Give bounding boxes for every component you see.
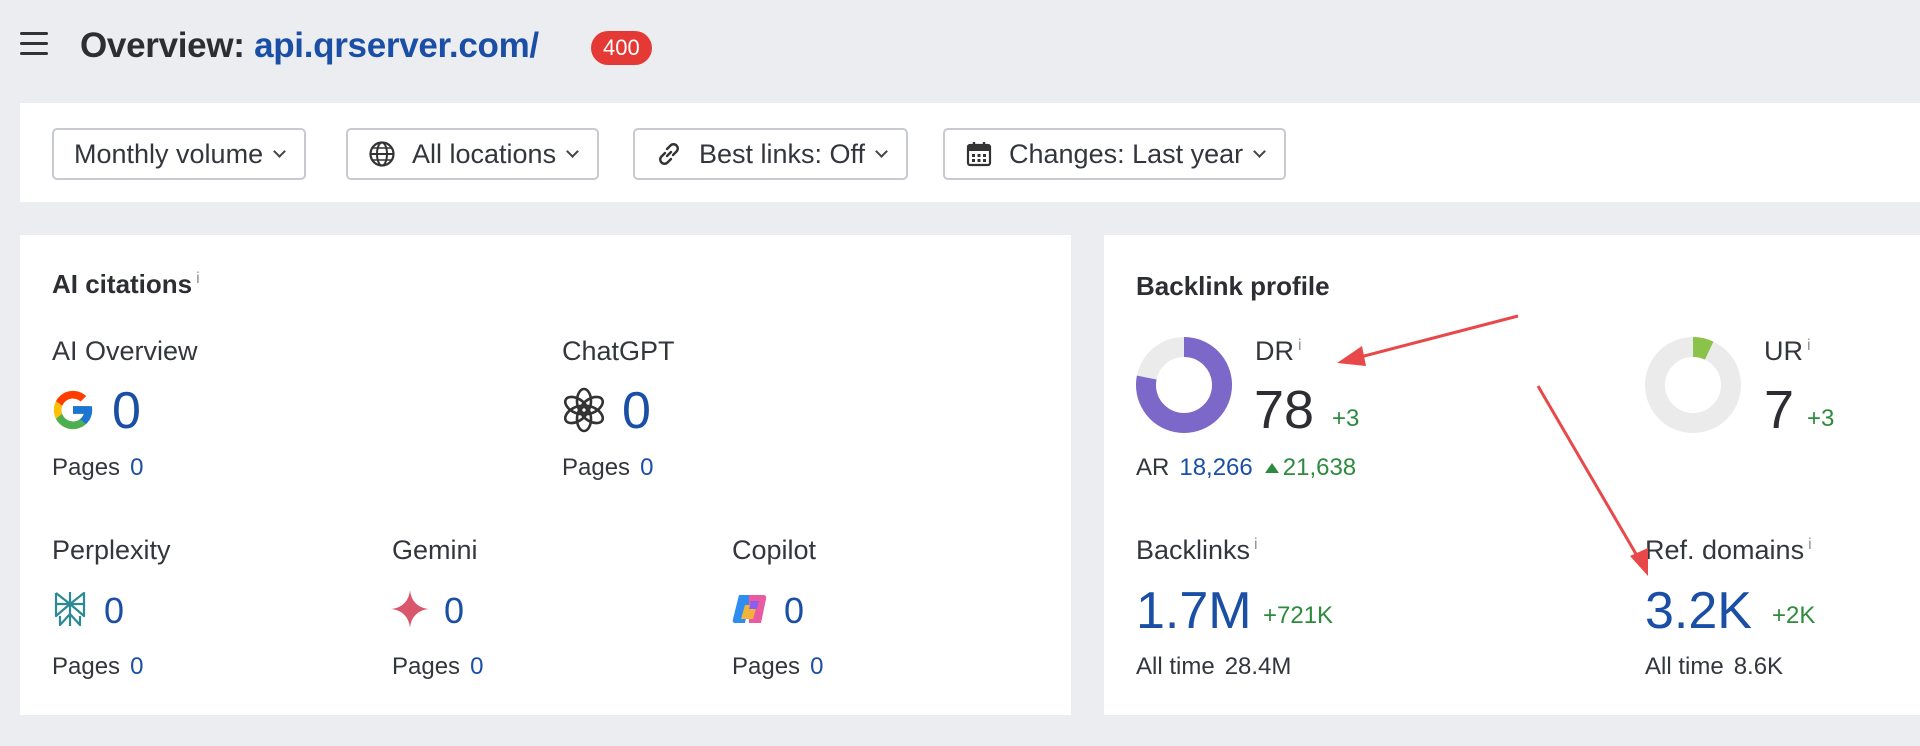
chevron-down-icon (566, 145, 579, 158)
ur-value: 7 (1764, 380, 1795, 440)
pages-label: Pages (562, 454, 631, 481)
copilot-pages: Pages 0 (732, 653, 823, 681)
gemini-pages: Pages 0 (392, 653, 483, 681)
locations-dropdown[interactable]: All locations (346, 128, 600, 180)
google-icon (53, 390, 93, 430)
info-icon[interactable]: i (1254, 536, 1258, 553)
hamburger-menu-icon[interactable] (20, 32, 48, 56)
triangle-up-icon (1264, 463, 1279, 473)
gemini-value[interactable]: 0 (444, 590, 465, 631)
filter-label: Best links: Off (699, 138, 866, 169)
all-time-label: All time (1136, 653, 1215, 680)
ur-delta: +3 (1807, 405, 1835, 432)
copilot-value[interactable]: 0 (784, 590, 805, 631)
ref-domains-all-time: All time 8.6K (1645, 653, 1783, 681)
backlinks-all-time: All time 28.4M (1136, 653, 1291, 681)
ai-citations-card: AI citations i AI Overview 0 Pages 0 ChatG… (20, 235, 1071, 715)
ar-change: 21,638 (1264, 454, 1357, 481)
ref-domains-delta: +2K (1772, 602, 1816, 629)
perplexity-icon (54, 591, 86, 627)
ref-domains-value[interactable]: 3.2K (1645, 582, 1752, 640)
ai-overview-label: AI Overview (52, 336, 198, 366)
ai-overview-pages: Pages 0 (52, 454, 143, 482)
chatgpt-label: ChatGPT (562, 336, 675, 366)
backlinks-value[interactable]: 1.7M (1136, 582, 1252, 640)
gemini-icon (391, 590, 429, 628)
page-title: Overview: api.qrserver.com/ (80, 26, 539, 66)
pages-value[interactable]: 0 (810, 653, 824, 680)
ar-value[interactable]: 18,266 (1179, 454, 1253, 481)
ref-domains-label: Ref. domains i (1645, 535, 1812, 566)
status-badge: 400 (591, 31, 652, 65)
pages-label: Pages (52, 653, 121, 680)
perplexity-label: Perplexity (52, 535, 171, 565)
perplexity-pages: Pages 0 (52, 653, 143, 681)
backlinks-delta: +721K (1263, 602, 1334, 629)
info-icon[interactable]: i (196, 270, 200, 288)
filter-bar: Monthly volume All locations Best links:… (20, 103, 1920, 202)
ai-citations-title: AI citations i (52, 269, 200, 300)
chevron-down-icon (1253, 145, 1267, 158)
dr-donut-chart (1136, 337, 1232, 433)
ur-label: UR i (1764, 336, 1811, 367)
ar-change-value: 21,638 (1282, 454, 1357, 481)
dr-label-text: DR (1255, 336, 1294, 366)
info-icon[interactable]: i (1808, 536, 1812, 553)
ar-label: AR (1136, 454, 1170, 481)
backlinks-label: Backlinks i (1136, 535, 1258, 566)
ur-arc (1645, 337, 1741, 433)
chatgpt-icon (563, 387, 605, 433)
ai-overview-value[interactable]: 0 (112, 382, 141, 440)
ur-donut-chart (1645, 337, 1741, 433)
pages-value[interactable]: 0 (130, 454, 144, 481)
dr-arc (1136, 337, 1232, 433)
copilot-icon (732, 595, 767, 623)
pages-label: Pages (52, 454, 121, 481)
ur-label-text: UR (1764, 336, 1803, 366)
copilot-label: Copilot (732, 535, 817, 565)
pages-label: Pages (392, 653, 461, 680)
globe-icon (369, 141, 395, 167)
filter-label: Changes: Last year (1009, 138, 1244, 169)
pages-value[interactable]: 0 (470, 653, 484, 680)
link-icon (659, 143, 679, 165)
dr-label: DR i (1255, 336, 1302, 367)
page-title-domain[interactable]: api.qrserver.com/ (254, 26, 539, 65)
all-time-value: 8.6K (1733, 653, 1784, 680)
page-title-prefix: Overview: (80, 26, 245, 65)
backlinks-label-text: Backlinks (1136, 535, 1251, 565)
card-title-text: AI citations (52, 269, 193, 299)
chevron-down-icon (875, 145, 888, 158)
info-icon[interactable]: i (1298, 337, 1302, 354)
gemini-label: Gemini (392, 535, 478, 565)
chatgpt-value[interactable]: 0 (622, 382, 651, 440)
all-time-label: All time (1645, 653, 1724, 680)
info-icon[interactable]: i (1807, 337, 1811, 354)
page-header: Overview: api.qrserver.com/ 400 (0, 0, 1920, 95)
chatgpt-pages: Pages 0 (562, 454, 653, 482)
calendar-icon (966, 142, 992, 167)
best-links-dropdown[interactable]: Best links: Off (633, 128, 909, 180)
perplexity-value[interactable]: 0 (104, 590, 125, 631)
dr-delta: +3 (1332, 405, 1360, 432)
chevron-down-icon (273, 145, 286, 158)
all-time-value: 28.4M (1224, 653, 1292, 680)
filter-label: Monthly volume (74, 138, 264, 169)
filter-label: All locations (412, 138, 557, 169)
ar-row: AR 18,266 21,638 (1136, 454, 1356, 482)
pages-label: Pages (732, 653, 801, 680)
monthly-volume-dropdown[interactable]: Monthly volume (52, 128, 307, 180)
pages-value[interactable]: 0 (130, 653, 144, 680)
backlink-profile-title: Backlink profile (1136, 271, 1330, 301)
ref-domains-label-text: Ref. domains (1645, 535, 1805, 565)
backlink-profile-card: Backlink profile DR i 78 +3 AR 18,266 21,63… (1104, 235, 1920, 715)
dr-value: 78 (1254, 380, 1315, 440)
changes-dropdown[interactable]: Changes: Last year (943, 128, 1287, 180)
pages-value[interactable]: 0 (640, 454, 654, 481)
